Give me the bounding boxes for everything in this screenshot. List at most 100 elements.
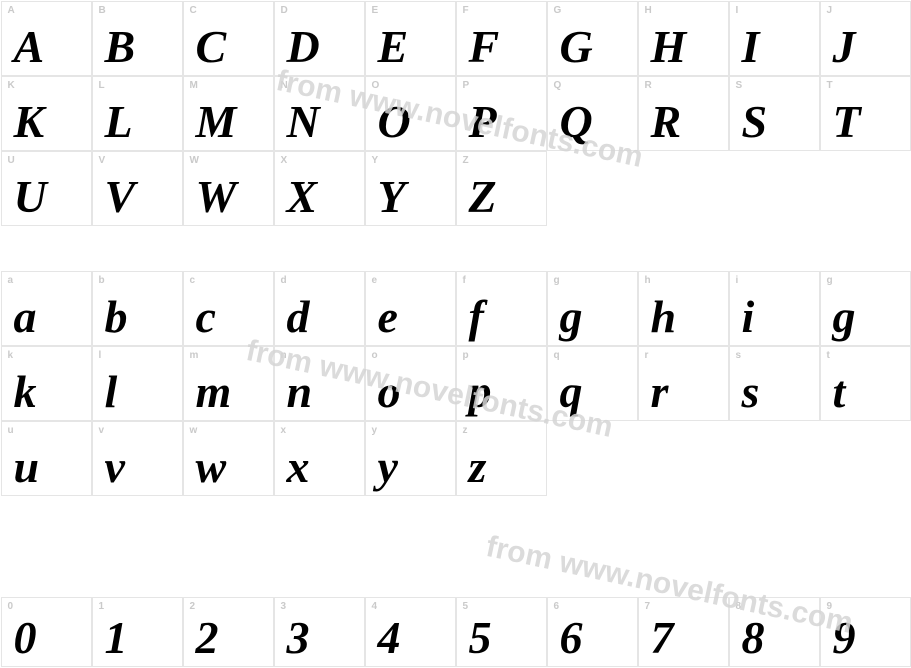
glyph-key-label: l — [99, 350, 102, 361]
glyph-char: t — [833, 369, 845, 415]
glyph-cell-empty — [820, 151, 911, 226]
glyph-cell: ii — [729, 271, 820, 346]
glyph-key-label: r — [645, 350, 649, 361]
glyph-key-label: T — [827, 80, 833, 91]
glyph-key-label: K — [8, 80, 15, 91]
glyph-key-label: 5 — [463, 601, 469, 612]
glyph-char: S — [742, 99, 767, 145]
glyph-cell-empty — [729, 421, 820, 496]
glyph-cell: HH — [638, 1, 729, 76]
glyph-cell: ff — [456, 271, 547, 346]
glyph-cell: VV — [92, 151, 183, 226]
glyph-char: s — [742, 369, 759, 415]
glyph-char: M — [196, 99, 236, 145]
glyph-char: Q — [560, 99, 592, 145]
glyph-char: x — [287, 444, 309, 490]
glyph-cell: AA — [1, 1, 92, 76]
glyph-char: e — [378, 294, 397, 340]
glyph-cell: YY — [365, 151, 456, 226]
glyph-char: J — [833, 24, 855, 70]
glyph-cell: II — [729, 1, 820, 76]
glyph-key-label: i — [736, 275, 739, 286]
glyph-cell: 88 — [729, 597, 820, 667]
glyph-cell: ll — [92, 346, 183, 421]
glyph-char: Z — [469, 174, 496, 220]
glyph-cell: xx — [274, 421, 365, 496]
glyph-key-label: Q — [554, 80, 562, 91]
glyph-key-label: P — [463, 80, 470, 91]
glyph-cell: RR — [638, 76, 729, 151]
glyph-char: 2 — [196, 615, 218, 661]
glyph-char: p — [469, 369, 491, 415]
glyph-char: b — [105, 294, 127, 340]
glyph-char: f — [469, 294, 483, 340]
glyph-char: H — [651, 24, 686, 70]
glyph-cell: rr — [638, 346, 729, 421]
glyph-key-label: d — [281, 275, 287, 286]
glyph-char: i — [742, 294, 754, 340]
glyph-char: L — [105, 99, 132, 145]
glyph-cell: aa — [1, 271, 92, 346]
glyph-char: 9 — [833, 615, 855, 661]
glyph-cell: 66 — [547, 597, 638, 667]
glyph-cell: GG — [547, 1, 638, 76]
glyph-key-label: 7 — [645, 601, 651, 612]
glyph-cell: uu — [1, 421, 92, 496]
glyph-key-label: k — [8, 350, 14, 361]
glyph-key-label: B — [99, 5, 106, 16]
glyph-cell: qq — [547, 346, 638, 421]
glyph-cell-empty — [820, 421, 911, 496]
glyph-cell: ee — [365, 271, 456, 346]
glyph-cell: 77 — [638, 597, 729, 667]
glyph-key-label: H — [645, 5, 652, 16]
glyph-cell: 22 — [183, 597, 274, 667]
glyph-cell: hh — [638, 271, 729, 346]
glyph-key-label: Y — [372, 155, 379, 166]
glyph-cell: FF — [456, 1, 547, 76]
glyph-key-label: y — [372, 425, 378, 436]
glyph-cell: 44 — [365, 597, 456, 667]
glyph-cell: BB — [92, 1, 183, 76]
glyph-key-label: E — [372, 5, 379, 16]
glyph-char: y — [378, 444, 397, 490]
glyph-key-label: n — [281, 350, 287, 361]
glyph-char: z — [469, 444, 486, 490]
glyph-key-label: I — [736, 5, 739, 16]
glyph-cell: XX — [274, 151, 365, 226]
glyph-cell: ww — [183, 421, 274, 496]
glyph-key-label: f — [463, 275, 466, 286]
glyph-cell: 00 — [1, 597, 92, 667]
glyph-cell: tt — [820, 346, 911, 421]
glyph-char: n — [287, 369, 312, 415]
glyph-key-label: V — [99, 155, 106, 166]
glyph-char: 8 — [742, 615, 764, 661]
glyph-cell: pp — [456, 346, 547, 421]
glyph-cell: ss — [729, 346, 820, 421]
glyph-key-label: 2 — [190, 601, 196, 612]
glyph-char: W — [196, 174, 236, 220]
glyph-char: w — [196, 444, 226, 490]
glyph-key-label: a — [8, 275, 14, 286]
glyph-cell-empty — [638, 151, 729, 226]
glyph-char: g — [833, 294, 855, 340]
glyph-char: Y — [378, 174, 405, 220]
glyph-cell: vv — [92, 421, 183, 496]
glyph-cell: 11 — [92, 597, 183, 667]
glyph-key-label: 1 — [99, 601, 105, 612]
glyph-char: O — [378, 99, 410, 145]
glyph-cell: JJ — [820, 1, 911, 76]
glyph-key-label: C — [190, 5, 197, 16]
glyph-cell: oo — [365, 346, 456, 421]
glyph-char: B — [105, 24, 135, 70]
glyph-cell: OO — [365, 76, 456, 151]
glyph-key-label: F — [463, 5, 469, 16]
glyph-grid-digits: 00112233445566778899 — [1, 597, 911, 667]
glyph-char: h — [651, 294, 676, 340]
glyph-key-label: 6 — [554, 601, 560, 612]
glyph-cell: MM — [183, 76, 274, 151]
glyph-cell: TT — [820, 76, 911, 151]
glyph-key-label: S — [736, 80, 743, 91]
glyph-key-label: O — [372, 80, 380, 91]
glyph-cell: ZZ — [456, 151, 547, 226]
glyph-char: X — [287, 174, 317, 220]
